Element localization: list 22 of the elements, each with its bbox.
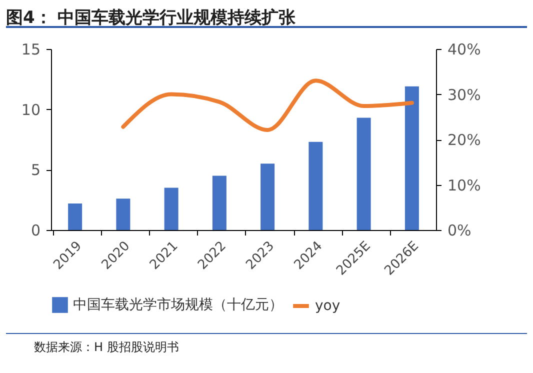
bar	[404, 86, 419, 230]
legend-label: yoy	[315, 298, 340, 314]
y2-tick-label: 10%	[448, 176, 481, 194]
y2-tick-label: 30%	[448, 86, 481, 104]
bar	[116, 198, 130, 230]
bar	[164, 188, 178, 230]
y-tick-label: 5	[30, 161, 40, 180]
y2-tick-label: 40%	[448, 40, 481, 58]
y2-tick-label: 0%	[448, 222, 472, 240]
source-note: 数据来源：H 股招股说明书	[6, 333, 527, 356]
bar	[308, 142, 323, 230]
y-tick-label: 10	[21, 100, 40, 119]
bar	[356, 118, 371, 230]
line-series	[121, 78, 414, 132]
bar	[260, 164, 275, 230]
bar	[212, 176, 226, 230]
chart-title: 图4： 中国车载光学行业规模持续扩张	[5, 7, 297, 28]
y2-tick-label: 20%	[448, 131, 481, 149]
bar	[68, 203, 82, 230]
y-tick-label: 0	[30, 222, 40, 240]
legend-label: 中国车载光学市场规模（十亿元）	[73, 297, 283, 313]
y-tick-label: 15	[21, 40, 40, 58]
